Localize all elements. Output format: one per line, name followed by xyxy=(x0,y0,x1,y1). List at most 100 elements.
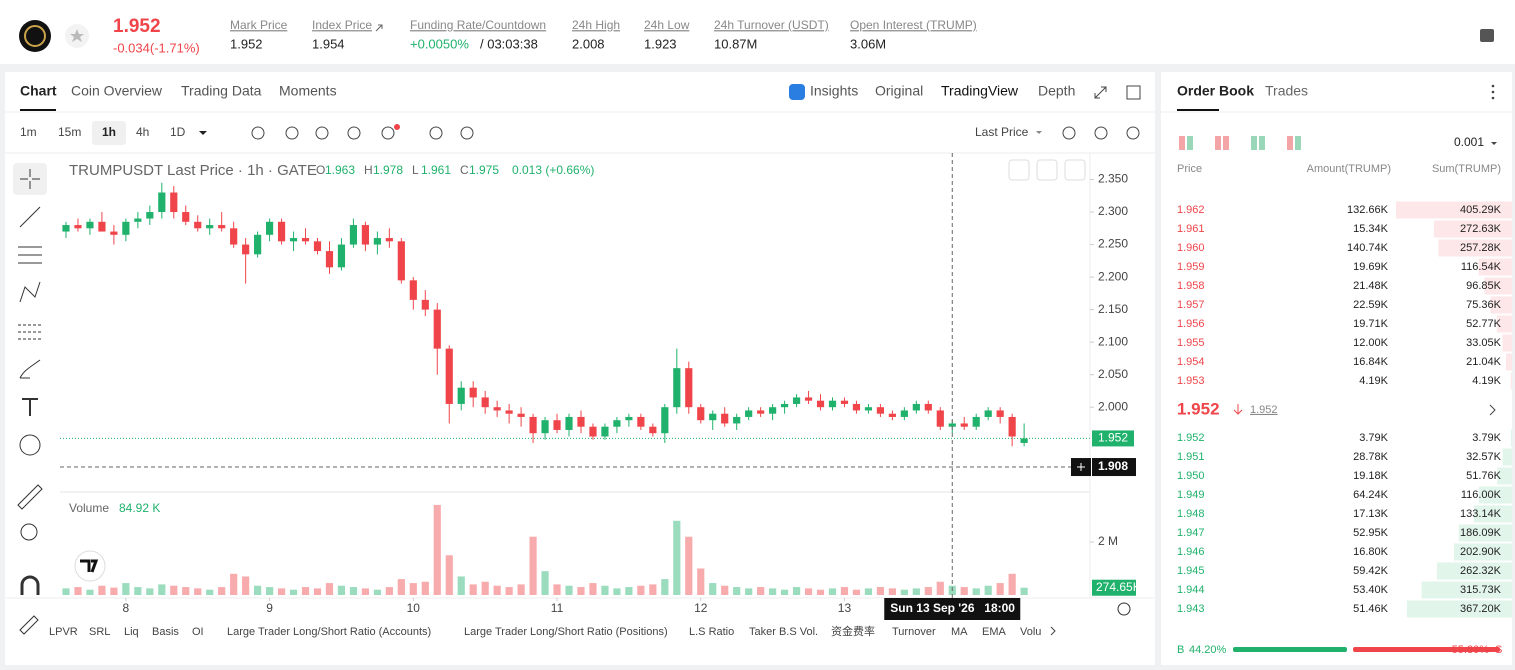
book-price[interactable]: 1.949 xyxy=(1177,489,1205,501)
book-mode[interactable] xyxy=(1187,136,1193,150)
indicator[interactable]: Turnover xyxy=(892,626,936,638)
indicator[interactable]: Volu xyxy=(1020,626,1041,638)
book-price[interactable]: 1.959 xyxy=(1177,261,1205,273)
book-mode[interactable] xyxy=(1251,136,1257,150)
book-price[interactable]: 1.958 xyxy=(1177,280,1205,292)
chart-tab[interactable]: Moments xyxy=(279,83,337,99)
menu-dot[interactable] xyxy=(1491,96,1495,100)
book-mode[interactable] xyxy=(1259,136,1265,150)
interval[interactable]: 15m xyxy=(58,125,81,139)
interval[interactable]: 4h xyxy=(136,125,149,139)
pane-button[interactable] xyxy=(1008,159,1030,181)
indicator[interactable]: 资金费率 xyxy=(831,624,875,638)
interval[interactable]: 1D xyxy=(170,125,186,139)
book-mode[interactable] xyxy=(1287,136,1293,150)
chart-tab[interactable]: Chart xyxy=(20,83,57,99)
book-mode[interactable] xyxy=(1215,136,1221,150)
book-price[interactable]: 1.962 xyxy=(1177,204,1205,216)
emoji-tool[interactable] xyxy=(19,434,41,456)
settings-icon[interactable] xyxy=(1117,602,1131,616)
book-price[interactable]: 1.945 xyxy=(1177,565,1205,577)
indicator[interactable]: Taker B.S Vol. xyxy=(749,626,818,638)
chart-tab[interactable]: Coin Overview xyxy=(71,83,163,99)
book-mode[interactable] xyxy=(1295,136,1301,150)
book-price[interactable]: 1.946 xyxy=(1177,546,1205,558)
expand-icon[interactable] xyxy=(1094,86,1107,99)
chevron[interactable] xyxy=(1489,404,1496,416)
pane-button[interactable] xyxy=(1036,159,1058,181)
toolbar-icon[interactable] xyxy=(1062,126,1076,140)
indicator[interactable]: MA xyxy=(951,626,968,638)
toolbar-icon[interactable] xyxy=(381,126,395,140)
book-price[interactable]: 1.951 xyxy=(1177,451,1205,463)
book-tab[interactable]: Trades xyxy=(1265,83,1308,99)
last-volume-label: 274.65K xyxy=(1096,580,1141,594)
indicator[interactable]: OI xyxy=(192,626,204,638)
candle-body xyxy=(433,309,441,349)
pattern-tool[interactable] xyxy=(19,281,41,303)
book-price[interactable]: 1.947 xyxy=(1177,527,1205,539)
sell-key: S xyxy=(1495,644,1502,656)
book-price[interactable]: 1.948 xyxy=(1177,508,1205,520)
indicator[interactable]: LPVR xyxy=(49,626,78,638)
toolbar-icon[interactable] xyxy=(429,126,443,140)
brush-tool[interactable] xyxy=(19,359,41,379)
menu-dot[interactable] xyxy=(1491,84,1495,88)
toolbar-icon[interactable] xyxy=(285,126,299,140)
book-price[interactable]: 1.944 xyxy=(1177,584,1205,596)
book-price[interactable]: 1.954 xyxy=(1177,356,1205,368)
toolbar-icon[interactable] xyxy=(1094,126,1108,140)
indicator[interactable]: Basis xyxy=(152,626,179,638)
toolbar-icon[interactable] xyxy=(1126,126,1140,140)
price-source[interactable]: Last Price xyxy=(975,125,1029,139)
book-tab[interactable]: Order Book xyxy=(1177,83,1254,99)
more-arrow[interactable] xyxy=(1050,626,1056,636)
indicator[interactable]: Liq xyxy=(124,626,139,638)
indicator[interactable]: Large Trader Long/Short Ratio (Accounts) xyxy=(227,626,431,638)
book-price[interactable]: 1.960 xyxy=(1177,242,1205,254)
fib-tool[interactable] xyxy=(18,324,42,340)
window-icon[interactable] xyxy=(1126,85,1141,100)
interval[interactable]: 1m xyxy=(20,125,37,139)
book-price[interactable]: 1.961 xyxy=(1177,223,1205,235)
view-tab[interactable]: Depth xyxy=(1038,83,1075,99)
crosshair-tool[interactable] xyxy=(20,169,40,189)
indicator[interactable]: L.S Ratio xyxy=(689,626,734,638)
channel-tool[interactable] xyxy=(18,246,42,264)
book-price[interactable]: 1.953 xyxy=(1177,375,1205,387)
magnet-tool[interactable] xyxy=(20,575,40,595)
book-mode[interactable] xyxy=(1179,136,1185,150)
book-price[interactable]: 1.955 xyxy=(1177,337,1205,349)
view-tab[interactable]: Insights xyxy=(810,83,858,99)
candle-body xyxy=(553,420,561,430)
view-tab[interactable]: TradingView xyxy=(941,83,1019,99)
draw-tool[interactable] xyxy=(19,615,39,635)
toolbar-icon[interactable] xyxy=(460,126,474,140)
toolbar-icon[interactable] xyxy=(315,126,329,140)
tool-active[interactable] xyxy=(13,163,47,195)
view-tab[interactable]: Original xyxy=(875,83,923,99)
external-icon[interactable] xyxy=(375,24,383,32)
toolbar-icon[interactable] xyxy=(251,126,265,140)
book-price[interactable]: 1.943 xyxy=(1177,603,1205,615)
indicator[interactable]: SRL xyxy=(89,626,110,638)
book-price[interactable]: 1.950 xyxy=(1177,470,1205,482)
pane-button[interactable] xyxy=(1064,159,1086,181)
book-price[interactable]: 1.956 xyxy=(1177,318,1205,330)
menu-dot[interactable] xyxy=(1491,90,1495,94)
indicator[interactable]: Large Trader Long/Short Ratio (Positions… xyxy=(464,626,668,638)
zoom-tool[interactable] xyxy=(20,523,38,541)
text-tool[interactable] xyxy=(22,398,38,416)
line-tool[interactable] xyxy=(19,206,41,228)
layout-icon[interactable] xyxy=(1480,29,1494,42)
book-price[interactable]: 1.957 xyxy=(1177,299,1205,311)
book-mode[interactable] xyxy=(1223,136,1229,150)
precision[interactable]: 0.001 xyxy=(1454,135,1484,149)
toolbar-icon[interactable] xyxy=(347,126,361,140)
book-price[interactable]: 1.952 xyxy=(1177,432,1205,444)
candle-body xyxy=(182,212,190,222)
indicator[interactable]: EMA xyxy=(982,626,1007,638)
ruler-tool[interactable] xyxy=(17,484,43,510)
interval[interactable]: 1h xyxy=(102,125,116,139)
chart-tab[interactable]: Trading Data xyxy=(181,83,262,99)
